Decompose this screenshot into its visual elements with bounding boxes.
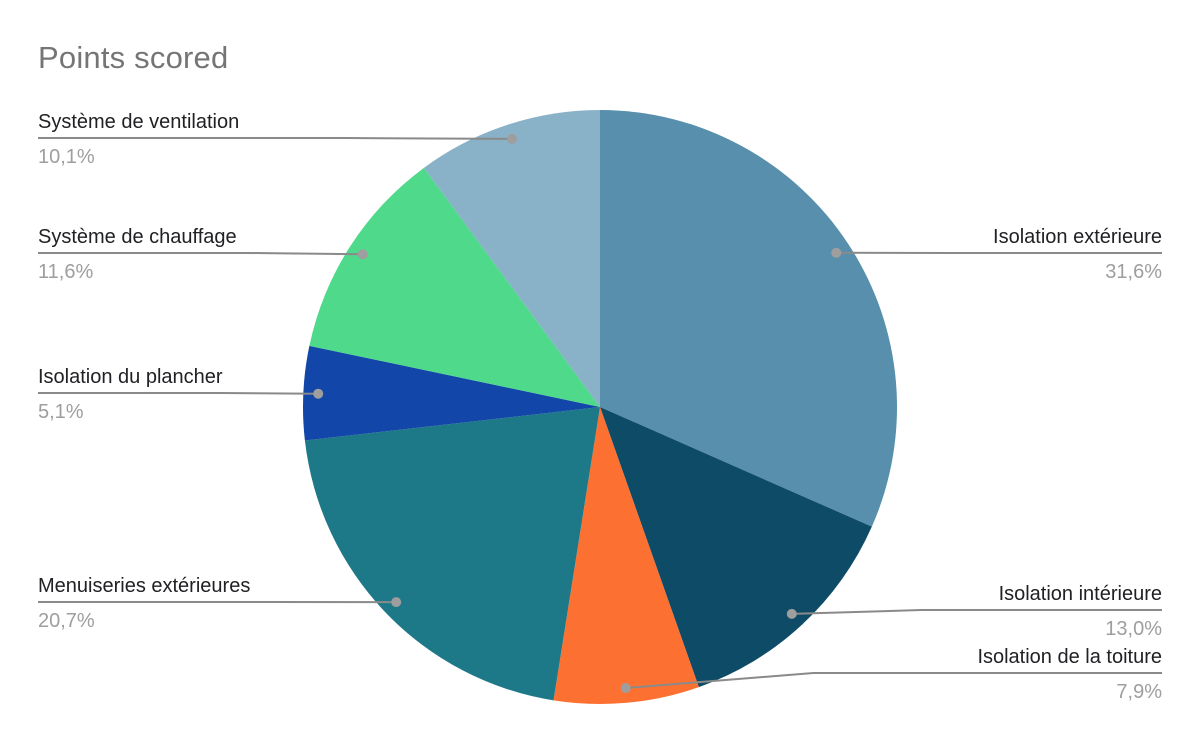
pie-slice[interactable] [303, 345, 600, 441]
callout-anchor-dot [313, 388, 324, 399]
callout-anchor-dot [357, 249, 368, 260]
slice-percent-value: 5,1% [38, 401, 84, 423]
pie-slice[interactable] [600, 407, 872, 688]
slice-label: Système de chauffage [38, 226, 237, 248]
callout-line [791, 609, 1162, 615]
slice-label: Isolation du plancher [38, 366, 223, 388]
pie-slice[interactable] [600, 110, 898, 527]
slice-percent-value: 10,1% [38, 146, 95, 168]
slice-percent-value: 7,9% [1116, 681, 1162, 703]
pie-slice[interactable] [553, 407, 699, 704]
slice-label: Isolation de la toiture [977, 646, 1162, 668]
slice-percent-value: 31,6% [1105, 261, 1162, 283]
slice-percent-value: 20,7% [38, 610, 95, 632]
callout-anchor-dot [620, 683, 631, 693]
pie-slice[interactable] [304, 407, 600, 701]
slice-label: Système de ventilation [38, 111, 240, 133]
callout-line [38, 252, 363, 256]
callout-anchor-dot [831, 247, 842, 258]
pie-slice[interactable] [423, 110, 600, 407]
callout-line [38, 137, 513, 140]
chart-title: Points scored [38, 40, 229, 75]
slice-label: Isolation extérieure [993, 226, 1162, 248]
slice-label: Isolation intérieure [998, 583, 1162, 605]
callout-line [38, 392, 319, 395]
slice-label: Menuiseries extérieures [38, 575, 251, 597]
pie-slice[interactable] [309, 167, 600, 407]
callout-line [625, 672, 1162, 689]
callout-anchor-dot [507, 133, 517, 144]
callout-anchor-dot [786, 608, 797, 619]
slice-percent-value: 11,6% [38, 261, 94, 283]
slice-percent-value: 13,0% [1105, 618, 1162, 640]
callout-anchor-dot [391, 597, 402, 608]
